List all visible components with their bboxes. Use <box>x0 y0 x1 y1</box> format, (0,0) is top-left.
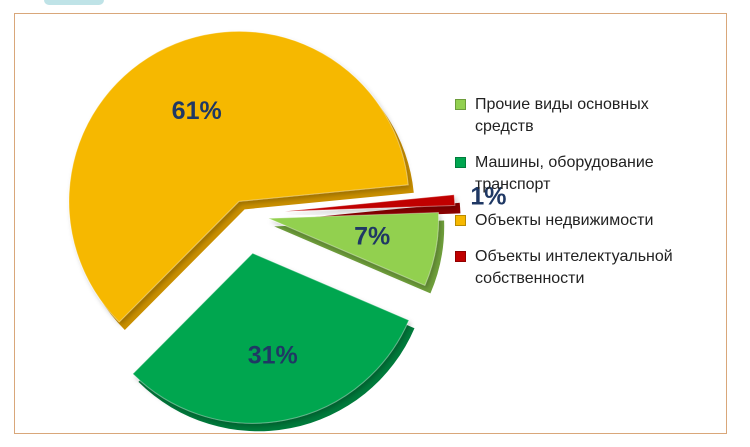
legend-item: Машины, оборудование транспорт <box>455 152 720 196</box>
pie-slices <box>68 30 456 424</box>
legend-label-line2: средств <box>475 118 534 135</box>
legend-swatch <box>455 251 466 262</box>
legend-label-line1: Машины, оборудование <box>475 154 654 171</box>
legend-label-line2: транспорт <box>475 176 551 193</box>
pie-slice <box>132 252 410 424</box>
pie-slice <box>284 194 456 212</box>
pie-slice <box>68 30 409 323</box>
pie-data-labels: 7% 31% 61% 1% <box>172 97 507 369</box>
legend-swatch <box>455 157 466 168</box>
legend-swatch <box>455 99 466 110</box>
pie-data-label: 61% <box>172 97 222 125</box>
legend-label-line1: Объекты недвижимости <box>475 212 654 229</box>
legend-label-line1: Прочие виды основных <box>475 96 649 113</box>
legend-swatch <box>455 215 466 226</box>
pie-slice <box>268 211 440 287</box>
corner-accent <box>44 0 104 5</box>
legend-item: Объекты интелектуальной собственности <box>455 246 720 290</box>
legend: Прочие виды основных средств Машины, обо… <box>455 94 720 290</box>
legend-label-line1: Объекты интелектуальной <box>475 248 673 265</box>
legend-item: Объекты недвижимости <box>455 210 720 232</box>
pie-data-label: 31% <box>248 341 298 369</box>
pie-data-label: 7% <box>354 222 390 250</box>
pie-data-label: 1% <box>470 182 506 210</box>
legend-item: Прочие виды основных средств <box>455 94 720 138</box>
legend-label-line2: собственности <box>475 270 585 287</box>
